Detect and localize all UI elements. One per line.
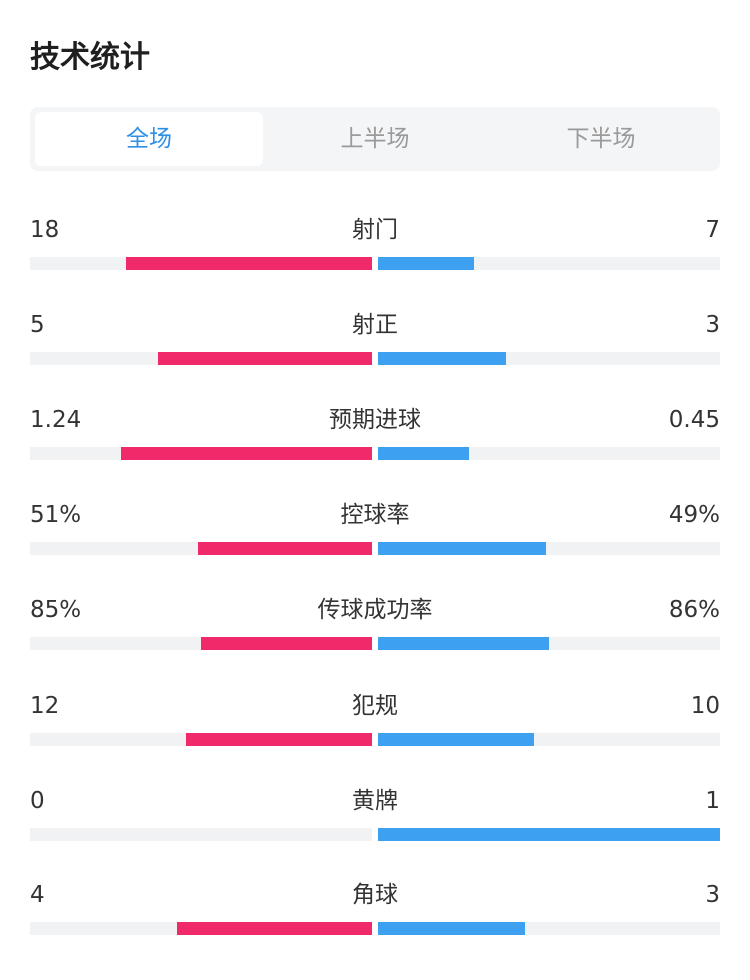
home-bar-track <box>30 637 372 650</box>
away-value: 3 <box>705 312 720 338</box>
stat-label: 预期进球 <box>329 407 421 433</box>
home-bar-track <box>30 828 372 841</box>
stat-row-expected-goals: 1.24 预期进球 0.45 <box>30 402 720 482</box>
home-value: 12 <box>30 693 60 719</box>
stat-row-shots: 18 射门 7 <box>30 212 720 292</box>
period-tabs: 全场 上半场 下半场 <box>30 107 720 171</box>
away-bar-track <box>378 828 720 841</box>
away-value: 86% <box>668 597 720 623</box>
away-value: 3 <box>705 882 720 908</box>
away-bar-track <box>378 637 720 650</box>
tab-first-half[interactable]: 上半场 <box>340 126 410 152</box>
home-value: 5 <box>30 312 45 338</box>
home-bar-fill <box>126 257 372 270</box>
home-bar-fill <box>158 352 372 365</box>
home-value: 0 <box>30 788 45 814</box>
away-bar-fill <box>378 922 525 935</box>
home-value: 4 <box>30 882 45 908</box>
away-bar-track <box>378 733 720 746</box>
away-bar-track <box>378 922 720 935</box>
away-bar-track <box>378 542 720 555</box>
stat-label: 射正 <box>352 312 398 338</box>
tab-full-match[interactable]: 全场 <box>35 112 263 166</box>
away-bar-track <box>378 447 720 460</box>
home-bar-track <box>30 257 372 270</box>
away-value: 10 <box>690 693 720 719</box>
stat-label: 黄牌 <box>352 788 398 814</box>
away-bar-fill <box>378 828 720 841</box>
stat-label: 犯规 <box>352 693 398 719</box>
away-bar-fill <box>378 733 534 746</box>
stat-row-fouls: 12 犯规 10 <box>30 688 720 768</box>
stat-label: 传球成功率 <box>317 597 433 623</box>
home-bar-fill <box>121 447 372 460</box>
home-value: 18 <box>30 217 60 243</box>
home-value: 51% <box>30 502 82 528</box>
stat-label: 控球率 <box>340 502 410 528</box>
stat-row-yellow-cards: 0 黄牌 1 <box>30 783 720 863</box>
tab-second-half[interactable]: 下半场 <box>566 126 636 152</box>
home-value: 1.24 <box>30 407 82 433</box>
home-bar-fill <box>201 637 372 650</box>
home-bar-track <box>30 542 372 555</box>
stat-label: 射门 <box>352 217 398 243</box>
home-bar-track <box>30 922 372 935</box>
home-value: 85% <box>30 597 82 623</box>
away-bar-fill <box>378 257 474 270</box>
away-value: 7 <box>705 217 720 243</box>
away-bar-track <box>378 257 720 270</box>
away-bar-fill <box>378 447 469 460</box>
away-value: 49% <box>668 502 720 528</box>
away-bar-fill <box>378 542 546 555</box>
away-bar-fill <box>378 352 506 365</box>
stat-row-possession: 51% 控球率 49% <box>30 497 720 577</box>
home-bar-fill <box>177 922 372 935</box>
away-value: 1 <box>705 788 720 814</box>
home-bar-fill <box>186 733 372 746</box>
stat-row-shots-on-target: 5 射正 3 <box>30 307 720 387</box>
away-bar-track <box>378 352 720 365</box>
home-bar-track <box>30 447 372 460</box>
home-bar-fill <box>198 542 372 555</box>
away-bar-fill <box>378 637 549 650</box>
stat-label: 角球 <box>352 882 398 908</box>
away-value: 0.45 <box>668 407 720 433</box>
stat-row-corners: 4 角球 3 <box>30 877 720 957</box>
stat-row-pass-accuracy: 85% 传球成功率 86% <box>30 592 720 672</box>
home-bar-track <box>30 352 372 365</box>
home-bar-track <box>30 733 372 746</box>
page-title: 技术统计 <box>30 40 150 75</box>
